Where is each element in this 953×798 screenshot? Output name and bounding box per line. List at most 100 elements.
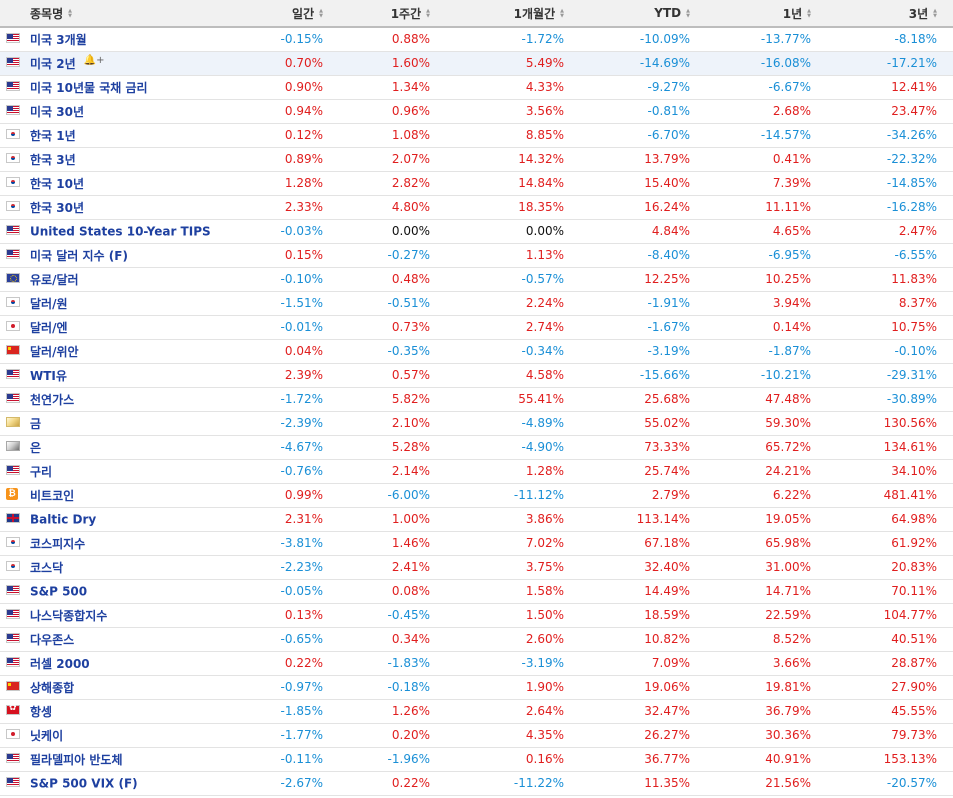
value-cell-일간: -2.23%	[220, 555, 339, 580]
table-row[interactable]: 은 -4.67% 5.28% -4.90% 73.33% 65.72% 134.61%	[0, 435, 953, 460]
column-header-label: YTD	[654, 6, 682, 20]
instrument-name-link[interactable]: 미국 30년	[30, 104, 84, 119]
instrument-name-link[interactable]: 다우존스	[30, 632, 75, 647]
instrument-name-link[interactable]: 한국 3년	[30, 152, 76, 167]
instrument-cell: 은	[0, 435, 220, 460]
sort-icon[interactable]: ▲ ▼	[319, 8, 323, 19]
instrument-name-link[interactable]: 상해종합	[30, 680, 75, 695]
table-row[interactable]: 미국 3개월 -0.15% 0.88% -1.72% -10.09% -13.77% -8.…	[0, 27, 953, 52]
table-row[interactable]: 한국 30년 2.33% 4.80% 18.35% 16.24% 11.11% -16.28…	[0, 195, 953, 220]
value-cell-YTD: 18.59%	[580, 603, 706, 628]
sort-icon[interactable]: ▲ ▼	[686, 7, 690, 19]
instrument-name-link[interactable]: 구리	[30, 464, 53, 479]
table-row[interactable]: 천연가스 -1.72% 5.82% 55.41% 25.68% 47.48% -30.89%	[0, 387, 953, 412]
table-row[interactable]: 유로/달러 -0.10% 0.48% -0.57% 12.25% 10.25% 11.83%	[0, 267, 953, 292]
table-row[interactable]: ₿ 비트코인 0.99% -6.00% -11.12% 2.79% 6.22% 481.41%	[0, 483, 953, 508]
sort-icon[interactable]: ▲ ▼	[560, 8, 564, 19]
column-header-name[interactable]: 종목명 ▲ ▼	[0, 0, 220, 28]
table-row[interactable]: 상해종합 -0.97% -0.18% 1.90% 19.06% 19.81% 27.90%	[0, 675, 953, 700]
table-row[interactable]: 달러/위안 0.04% -0.35% -0.34% -3.19% -1.87% -0.10%	[0, 339, 953, 364]
table-header: 종목명 ▲ ▼ 일간 ▲ ▼ 1주간 ▲ ▼ 1개월간 ▲ ▼ YTD ▲ ▼ 1년 ▲ ▼ 3년 ▲ ▼	[0, 0, 953, 28]
table-row[interactable]: 닛케이 -1.77% 0.20% 4.35% 26.27% 30.36% 79.73%	[0, 723, 953, 748]
table-row[interactable]: 구리 -0.76% 2.14% 1.28% 25.74% 24.21% 34.10%	[0, 459, 953, 484]
sort-icon[interactable]: ▲ ▼	[933, 8, 937, 19]
table-row[interactable]: 미국 30년 0.94% 0.96% 3.56% -0.81% 2.68% 23.47%	[0, 99, 953, 124]
table-row[interactable]: 한국 1년 0.12% 1.08% 8.85% -6.70% -14.57% -34.26%	[0, 123, 953, 148]
instrument-name-link[interactable]: 한국 30년	[30, 200, 84, 215]
instrument-name-link[interactable]: 미국 2년	[30, 56, 76, 71]
table-row[interactable]: 미국 10년물 국채 금리 0.90% 1.34% 4.33% -9.27% -6.67%…	[0, 75, 953, 100]
instrument-name-link[interactable]: 달러/원	[30, 296, 68, 311]
column-header-1[interactable]: 일간 ▲ ▼	[220, 0, 339, 28]
column-header-3[interactable]: 1개월간 ▲ ▼	[446, 0, 580, 28]
table-row[interactable]: 코스닥 -2.23% 2.41% 3.75% 32.40% 31.00% 20.83%	[0, 555, 953, 580]
instrument-name-link[interactable]: 달러/엔	[30, 320, 68, 335]
instrument-name-link[interactable]: 한국 10년	[30, 176, 84, 191]
instrument-name-link[interactable]: 미국 10년물 국채 금리	[30, 80, 148, 95]
us-flag-icon	[6, 753, 20, 763]
instrument-name-link[interactable]: 비트코인	[30, 488, 75, 503]
instrument-name-link[interactable]: S&P 500	[30, 584, 88, 599]
instrument-name-link[interactable]: 한국 1년	[30, 128, 76, 143]
instrument-name-link[interactable]: 은	[30, 440, 42, 455]
instrument-name-link[interactable]: United States 10-Year TIPS	[30, 224, 211, 239]
instrument-name-link[interactable]: 러셀 2000	[30, 656, 90, 671]
table-row[interactable]: 러셀 2000 0.22% -1.83% -3.19% 7.09% 3.66% 28.87%	[0, 651, 953, 676]
value-cell-일간: 0.15%	[220, 243, 339, 268]
value-cell-1년: 0.41%	[706, 147, 827, 172]
column-header-6[interactable]: 3년 ▲ ▼	[827, 0, 953, 28]
instrument-name-link[interactable]: 천연가스	[30, 392, 75, 407]
table-row[interactable]: 달러/원 -1.51% -0.51% 2.24% -1.91% 3.94% 8.37%	[0, 291, 953, 316]
instrument-name-link[interactable]: 미국 3개월	[30, 32, 87, 47]
table-row[interactable]: 코스피지수 -3.81% 1.46% 7.02% 67.18% 65.98% 61.92%	[0, 531, 953, 556]
instrument-name-link[interactable]: 유로/달러	[30, 272, 79, 287]
instrument-name-link[interactable]: 나스닥종합지수	[30, 608, 108, 623]
table-row[interactable]: 필라델피아 반도체 -0.11% -1.96% 0.16% 36.77% 40.91% 15…	[0, 747, 953, 772]
table-row[interactable]: S&P 500 -0.05% 0.08% 1.58% 14.49% 14.71% 70.11…	[0, 579, 953, 604]
table-row[interactable]: 한국 3년 0.89% 2.07% 14.32% 13.79% 0.41% -22.32%	[0, 147, 953, 172]
table-row[interactable]: 금 -2.39% 2.10% -4.89% 55.02% 59.30% 130.56%	[0, 411, 953, 436]
instrument-name-link[interactable]: 닛케이	[30, 728, 64, 743]
value-cell-일간: -0.10%	[220, 267, 339, 292]
value-cell-YTD: 15.40%	[580, 171, 706, 196]
instrument-name-link[interactable]: S&P 500 VIX (F)	[30, 776, 138, 791]
column-header-4[interactable]: YTD ▲ ▼	[580, 0, 706, 28]
instrument-name-link[interactable]: 금	[30, 416, 42, 431]
table-row[interactable]: 다우존스 -0.65% 0.34% 2.60% 10.82% 8.52% 40.51%	[0, 627, 953, 652]
table-row[interactable]: 항셍 -1.85%1.26%2.64%32.47%36.79%45.55%	[0, 699, 953, 724]
sort-icon[interactable]: ▲ ▼	[807, 8, 811, 19]
value-cell-YTD: 73.33%	[580, 435, 706, 460]
table-row[interactable]: 한국 10년 1.28% 2.82% 14.84% 15.40% 7.39% -14.85%	[0, 171, 953, 196]
column-header-2[interactable]: 1주간 ▲ ▼	[339, 0, 446, 28]
instrument-name-link[interactable]: WTI유	[30, 368, 67, 383]
instrument-name-link[interactable]: 필라델피아 반도체	[30, 752, 123, 767]
table-row[interactable]: 미국 달러 지수 (F) 0.15% -0.27% 1.13% -8.40% -6.95%…	[0, 243, 953, 268]
table-row[interactable]: Baltic Dry 2.31% 1.00% 3.86% 113.14% 19.05% 64…	[0, 507, 953, 532]
instrument-name-link[interactable]: 달러/위안	[30, 344, 79, 359]
instrument-name-link[interactable]: 코스닥	[30, 560, 64, 575]
value-cell-일간: -1.72%	[220, 387, 339, 412]
bell-plus-icon[interactable]: 🔔+	[83, 54, 105, 66]
value-cell-1주간: 5.28%	[339, 435, 446, 460]
instrument-name-link[interactable]: 항셍	[30, 704, 53, 719]
instrument-name-link[interactable]: 코스피지수	[30, 536, 86, 551]
instrument-name-link[interactable]: 미국 달러 지수 (F)	[30, 248, 128, 263]
value-cell-1주간: -0.27%	[339, 243, 446, 268]
instrument-cell: 천연가스	[0, 387, 220, 412]
table-row[interactable]: 달러/엔 -0.01% 0.73% 2.74% -1.67% 0.14% 10.75%	[0, 315, 953, 340]
table-row[interactable]: WTI유 2.39% 0.57% 4.58% -15.66% -10.21% -29.31%	[0, 363, 953, 388]
table-row[interactable]: 나스닥종합지수 0.13% -0.45% 1.50% 18.59% 22.59% 104.7…	[0, 603, 953, 628]
table-row[interactable]: S&P 500 VIX (F) -2.67% 0.22% -11.22% 11.35% 2…	[0, 771, 953, 796]
jp-flag-icon	[6, 321, 20, 331]
us-flag-icon	[6, 105, 20, 115]
sort-icon[interactable]: ▲ ▼	[426, 8, 430, 19]
table-row[interactable]: 미국 2년 🔔+ 0.70% 1.60% 5.49% -14.69% -16.08% -17.…	[0, 51, 953, 76]
value-cell-1년: 0.14%	[706, 315, 827, 340]
value-cell-YTD: 14.49%	[580, 579, 706, 604]
value-cell-1년: -10.21%	[706, 363, 827, 388]
table-row[interactable]: United States 10-Year TIPS -0.03% 0.00% 0.0…	[0, 219, 953, 244]
column-header-5[interactable]: 1년 ▲ ▼	[706, 0, 827, 28]
sort-icon[interactable]: ▲ ▼	[68, 8, 72, 19]
instrument-name-link[interactable]: Baltic Dry	[30, 512, 97, 527]
